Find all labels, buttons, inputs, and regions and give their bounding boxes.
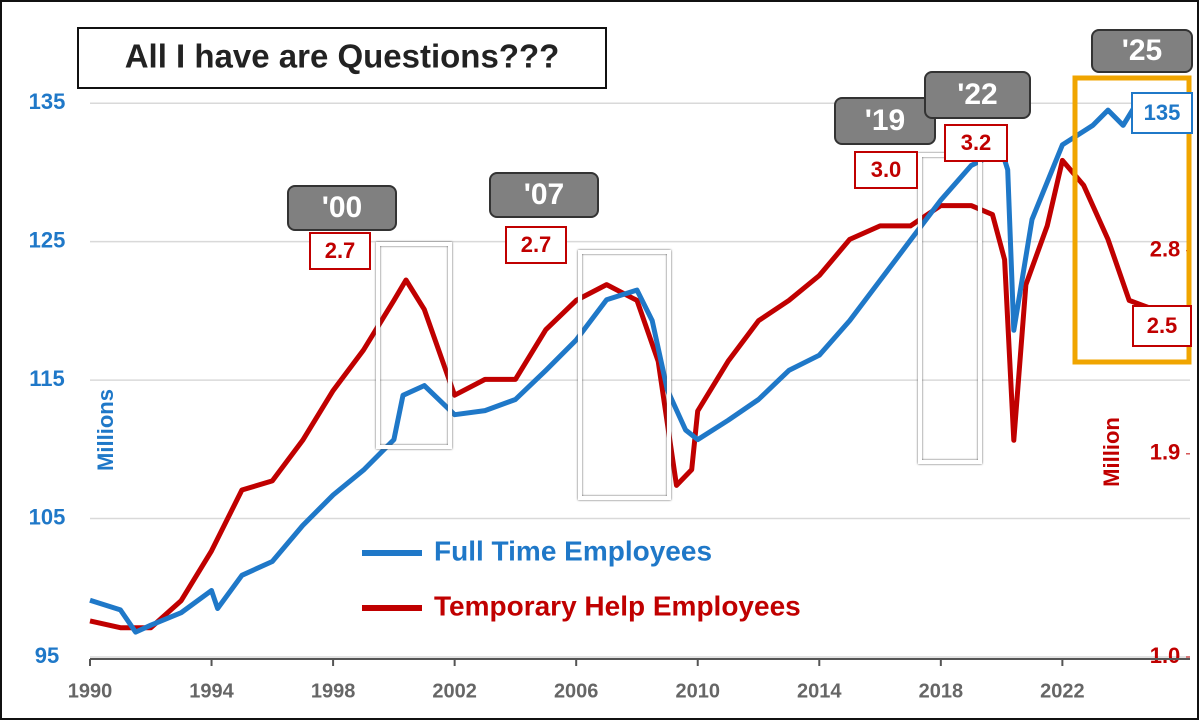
callout-label: '25 — [1122, 34, 1163, 67]
callout-label: '22 — [957, 78, 998, 111]
value-label: 2.7 — [325, 238, 356, 263]
y-tick-label: 95 — [35, 643, 59, 668]
y2-tick-label: 1.0 — [1150, 643, 1181, 668]
annotations: '00 2.7 '07 2.7 '19 3.0 '22 3.2 '25 135 2.5 — [287, 29, 1193, 347]
callout-box — [287, 185, 397, 231]
value-box — [505, 226, 567, 264]
y2-tick-label: 2.8 — [1150, 237, 1181, 262]
highlight-box — [578, 250, 671, 500]
x-tick-label: 2022 — [1040, 680, 1085, 702]
chart-title: All I have are Questions??? — [125, 38, 560, 75]
y2-tick-label: 1.9 — [1150, 440, 1181, 465]
legend-label: Full Time Employees — [434, 535, 712, 566]
x-tick-label: 2002 — [432, 680, 477, 702]
highlight-boxes — [376, 75, 1192, 500]
y-axis-title: Millions — [93, 389, 118, 471]
plot: Full Time Employees Temporary Help Employ… — [89, 98, 1171, 635]
y-tick-label: 135 — [29, 89, 66, 114]
x-tick-label: 2006 — [554, 680, 599, 702]
value-label: 3.2 — [961, 130, 992, 155]
x-tick-label: 1998 — [311, 680, 356, 702]
x-tick-label: 2010 — [675, 680, 720, 702]
highlight-box — [376, 242, 452, 449]
x-tick-label: 2018 — [919, 680, 964, 702]
series-line — [89, 157, 1171, 631]
value-box — [944, 124, 1008, 162]
x-tick-label: 1990 — [68, 680, 113, 702]
x-tick-label: 2014 — [797, 680, 842, 702]
y-tick-label: 105 — [29, 504, 66, 529]
callout-box — [834, 97, 936, 145]
callout-box — [1091, 29, 1193, 73]
callout-label: '19 — [865, 104, 906, 137]
end-label: 135 — [1144, 100, 1181, 125]
callout-label: '00 — [322, 191, 363, 224]
end-label-box — [1131, 92, 1193, 134]
end-label-box — [1132, 305, 1192, 347]
grid: 95 105 115 125 135 1.0 1.9 2.8 1990 1994 1998 2002 2… — [29, 89, 1190, 702]
value-label: 2.7 — [521, 232, 552, 257]
value-label: 3.0 — [871, 157, 902, 182]
value-box — [854, 151, 918, 189]
y-tick-label: 115 — [29, 366, 65, 391]
value-box — [309, 232, 371, 270]
y2-axis-title: Million — [1099, 417, 1124, 487]
x-tick-label: 1994 — [189, 680, 234, 702]
title-box — [77, 27, 607, 89]
end-label: 2.5 — [1147, 313, 1178, 338]
legend-label: Temporary Help Employees — [434, 590, 801, 621]
callout-box — [924, 71, 1031, 119]
y-tick-label: 125 — [29, 227, 66, 252]
callout-label: '07 — [524, 178, 565, 211]
callout-box — [489, 172, 599, 218]
series-line — [89, 98, 1170, 635]
highlight-box — [1072, 75, 1192, 365]
